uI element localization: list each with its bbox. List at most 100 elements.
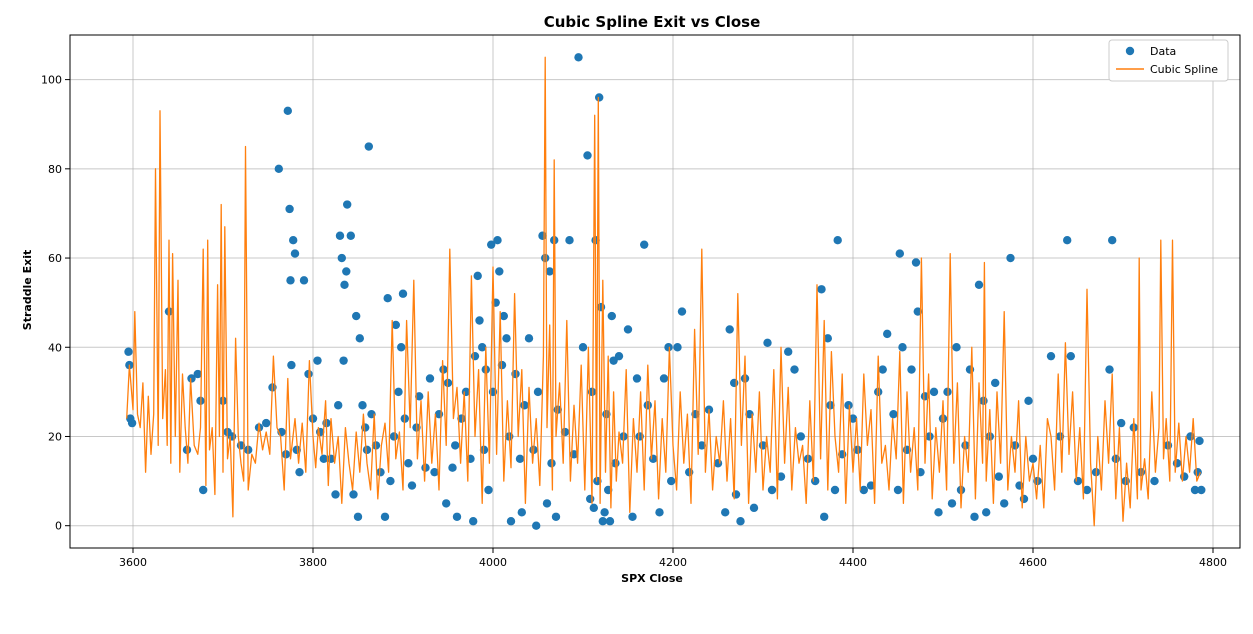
data-point [1180,472,1189,481]
data-point [725,325,734,334]
data-point [898,343,907,352]
data-point [952,343,961,352]
data-point [605,517,615,526]
y-tick-label: 60 [48,252,62,265]
data-point [451,441,460,450]
data-point [415,392,424,401]
data-point [193,369,202,379]
data-point [340,280,349,290]
data-point [947,499,957,508]
data-point [389,432,399,441]
data-point [1015,481,1024,490]
data-point [545,267,554,276]
data-point [607,311,616,321]
y-axis-label: Straddle Exit [21,250,34,330]
data-point [262,418,271,428]
data-point [749,503,759,513]
data-point [542,499,552,508]
data-point [595,93,604,102]
data-point [299,276,309,285]
data-point [187,374,196,383]
data-point [655,508,664,517]
data-point [475,316,484,325]
data-point [736,517,745,526]
data-point [308,414,318,423]
data-point [970,512,979,521]
data-point [790,365,799,374]
data-point [763,338,772,347]
data-point [274,164,283,174]
data-point [337,253,346,263]
data-point [730,378,739,388]
plot-frame [69,34,1241,549]
data-point [589,503,598,513]
data-point [893,485,903,495]
data-point [578,343,588,352]
data-point [614,351,624,361]
plot-area [124,53,1206,530]
data-point [493,236,502,245]
data-point [1150,476,1159,486]
data-point [342,267,351,276]
data-point [502,334,511,343]
data-point [640,240,649,249]
data-point [499,311,508,321]
data-point [632,374,642,383]
data-point [697,441,706,450]
data-point [380,512,390,521]
data-point [227,432,237,441]
data-point [290,249,300,258]
data-point [1108,236,1117,245]
data-point [1190,485,1200,495]
data-point [659,374,669,383]
data-point [1111,454,1121,463]
data-point [364,142,373,151]
data-point [541,253,550,263]
data-point [1105,365,1114,374]
data-point [874,387,883,397]
data-point [934,508,943,517]
data-point [286,276,295,285]
data-point [664,343,673,352]
data-point [721,508,730,517]
data-point [448,463,457,472]
data-point [883,329,892,339]
data-point [1063,236,1072,245]
data-point [495,267,504,276]
data-point [487,240,496,249]
data-point [895,249,904,258]
data-point [1195,436,1204,446]
data-point [358,401,367,410]
data-point [346,231,355,240]
data-point [515,454,525,463]
data-point [560,427,570,437]
x-tick-label: 4000 [479,556,507,569]
data-point [339,356,348,365]
data-point [443,378,453,388]
data-point [1046,351,1056,361]
data-point [677,307,687,316]
data-point [283,106,292,116]
data-point [784,347,793,356]
y-tick-label: 100 [41,74,62,87]
data-point [353,512,363,521]
legend: Data Cubic Spline [1108,39,1229,82]
data-point [673,343,682,352]
data-point [1082,485,1092,495]
data-point [292,445,301,455]
data-point [352,311,361,321]
data-point [355,334,364,343]
x-tick-label: 4200 [659,556,687,569]
data-point [1117,418,1126,428]
data-point [1172,459,1182,468]
x-axis-label: SPX Close [621,572,683,585]
x-tick-label: 4600 [1019,556,1047,569]
data-point [470,351,480,361]
data-point [425,374,435,383]
data-point [889,409,898,419]
grid-layer [70,35,1240,548]
data-point [289,236,298,245]
legend-data-label: Data [1150,45,1176,58]
data-point [844,401,853,410]
